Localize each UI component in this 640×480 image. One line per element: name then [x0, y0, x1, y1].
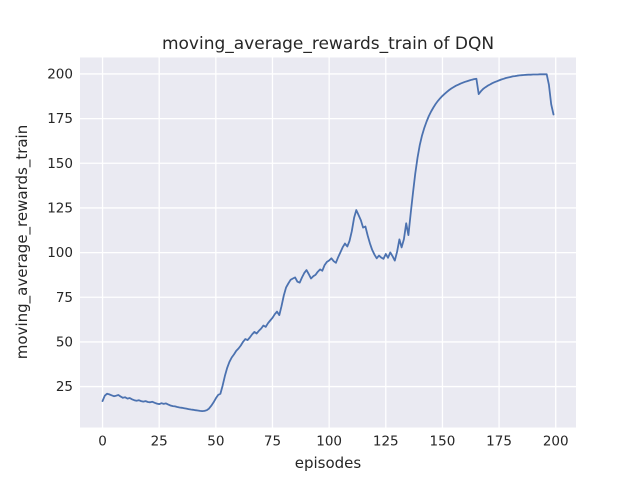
- y-tick-label: 175: [47, 111, 73, 127]
- x-axis-label: episodes: [295, 454, 362, 472]
- series-line-dqn: [101, 73, 555, 412]
- y-tick-label: 50: [56, 334, 73, 350]
- x-tick-label: 25: [151, 434, 168, 450]
- y-tick-label: 25: [56, 379, 73, 395]
- y-tick-label: 150: [47, 156, 73, 172]
- x-tick-label: 75: [264, 434, 281, 450]
- x-tick-label: 100: [316, 434, 342, 450]
- x-tick-label: 125: [373, 434, 399, 450]
- y-tick-label: 100: [47, 245, 73, 261]
- y-tick-label: 125: [47, 200, 73, 216]
- x-tick-label: 175: [486, 434, 512, 450]
- y-tick-labels: 25 50 75 100 125 150 175 200: [47, 66, 73, 395]
- y-tick-label: 75: [56, 290, 73, 306]
- gridlines: [80, 57, 576, 428]
- x-tick-label: 150: [430, 434, 456, 450]
- y-axis-label: moving_average_rewards_train: [13, 125, 32, 359]
- y-tick-label: 200: [47, 66, 73, 82]
- x-tick-label: 0: [98, 434, 107, 450]
- plot-area: [80, 57, 576, 428]
- x-tick-labels: 0 25 50 75 100 125 150 175 200: [98, 434, 568, 450]
- chart-title: moving_average_rewards_train of DQN: [162, 34, 494, 54]
- x-tick-label: 50: [207, 434, 224, 450]
- x-tick-label: 200: [543, 434, 569, 450]
